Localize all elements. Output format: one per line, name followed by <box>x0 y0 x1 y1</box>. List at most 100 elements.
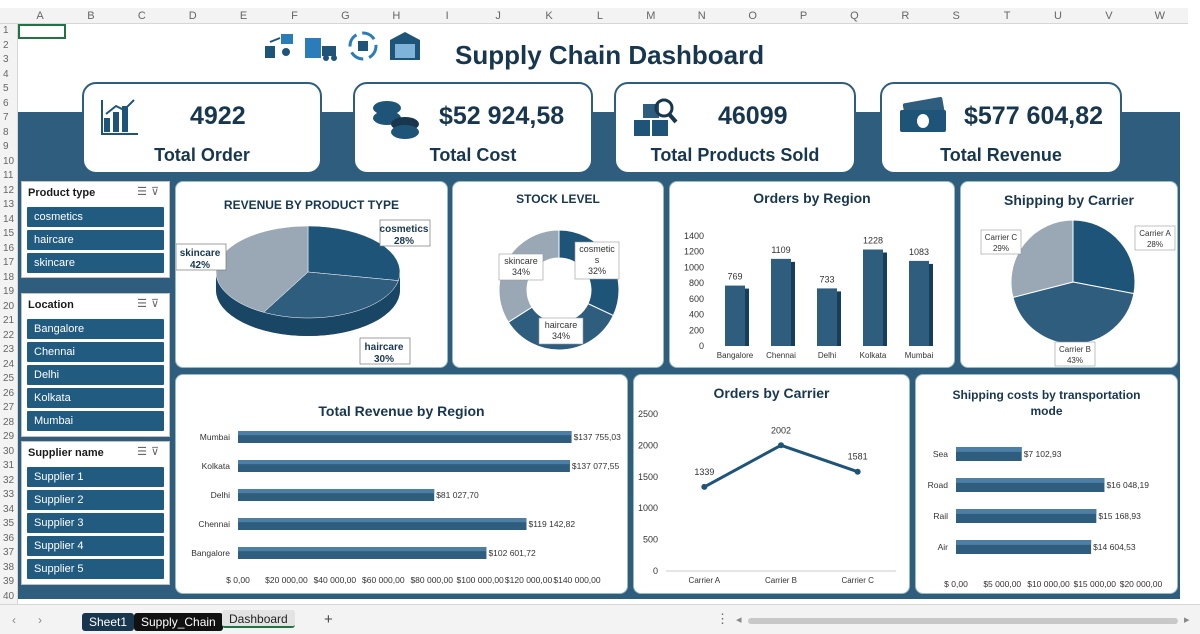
slicer-supplier-name[interactable]: Supplier name ☰⊽ Supplier 1 Supplier 2 Suppl… <box>21 441 170 585</box>
bar-Delhi[interactable] <box>817 288 837 346</box>
row-number[interactable]: 6 <box>3 97 9 109</box>
row-number[interactable]: 33 <box>3 489 15 500</box>
pie-slice-Carrier C[interactable] <box>1010 219 1074 299</box>
row-number[interactable]: 37 <box>3 547 15 558</box>
row-number[interactable]: 2 <box>3 39 9 51</box>
row-number[interactable]: 12 <box>3 184 15 196</box>
row-number[interactable]: 15 <box>3 228 15 239</box>
column-letter[interactable]: I <box>445 10 449 22</box>
row-number[interactable]: 28 <box>3 416 15 428</box>
column-letter[interactable]: L <box>596 10 603 22</box>
row-number[interactable]: 17 <box>3 257 15 268</box>
horizontal-scrollbar[interactable] <box>748 618 1178 624</box>
bar-Kolkata[interactable] <box>863 249 883 346</box>
line-series[interactable] <box>703 443 859 489</box>
multi-select-icon[interactable]: ☰ <box>137 298 151 310</box>
row-number[interactable]: 19 <box>3 286 15 297</box>
row-number[interactable]: 13 <box>3 199 15 210</box>
column-letter[interactable]: J <box>495 10 501 22</box>
row-number[interactable]: 5 <box>3 83 9 94</box>
column-letter[interactable]: E <box>239 10 248 22</box>
row-number[interactable]: 27 <box>3 402 15 413</box>
row-number[interactable]: 4 <box>3 68 9 80</box>
row-number[interactable]: 23 <box>3 344 15 355</box>
column-letter[interactable]: V <box>1105 10 1113 22</box>
slicer-product-type[interactable]: Product type ☰⊽ cosmetics haircare skincare <box>21 181 170 278</box>
row-number[interactable]: 10 <box>3 155 15 167</box>
row-number[interactable]: 20 <box>3 300 15 312</box>
row-number[interactable]: 35 <box>3 518 15 529</box>
slicer-item[interactable]: Supplier 1 <box>27 467 164 487</box>
column-letter[interactable]: S <box>952 10 960 22</box>
column-letter[interactable]: O <box>748 10 757 22</box>
selected-cell[interactable] <box>18 24 66 39</box>
slicer-item[interactable]: Supplier 2 <box>27 490 164 510</box>
more-options-icon[interactable]: ⋮ <box>716 611 729 626</box>
row-number[interactable]: 31 <box>3 460 15 471</box>
slicer-item[interactable]: Supplier 5 <box>27 559 164 579</box>
column-letter[interactable]: N <box>697 10 706 22</box>
slicer-item[interactable]: Supplier 4 <box>27 536 164 556</box>
multi-select-icon[interactable]: ☰ <box>137 186 151 198</box>
hscroll-right-icon[interactable]: ▸ <box>1184 614 1190 626</box>
tab-supply-chain[interactable]: Supply_Chain <box>134 613 223 631</box>
chart-orders-by-carrier[interactable]: Orders by Carrier 0 500 1000 1500 2000 2500 13… <box>633 374 910 594</box>
row-number[interactable]: 3 <box>3 54 9 65</box>
row-number[interactable]: 36 <box>3 532 15 544</box>
column-letter[interactable]: K <box>545 10 553 22</box>
line-point-Carrier C[interactable] <box>854 468 861 475</box>
chart-shipping-costs-by-mode[interactable]: Shipping costs by transportation mode Sea… <box>915 374 1178 594</box>
pie-slice-haircare[interactable] <box>263 271 399 319</box>
clear-filter-icon[interactable]: ⊽ <box>150 186 163 198</box>
column-letter[interactable]: P <box>799 10 808 22</box>
row-number[interactable]: 1 <box>3 25 9 36</box>
row-number[interactable]: 26 <box>3 387 15 399</box>
row-number[interactable]: 32 <box>3 474 15 486</box>
tab-sheet1[interactable]: Sheet1 <box>82 613 135 631</box>
slicer-item[interactable]: Delhi <box>27 365 164 385</box>
column-letter[interactable]: H <box>392 10 401 22</box>
pie-slice-Carrier A[interactable] <box>1072 219 1136 295</box>
row-number[interactable]: 18 <box>3 271 15 283</box>
row-number[interactable]: 8 <box>3 126 9 138</box>
slicer-location[interactable]: Location ☰⊽ Bangalore Chennai Delhi Kolkata Mu… <box>21 293 170 437</box>
clear-filter-icon[interactable]: ⊽ <box>150 446 163 458</box>
row-number[interactable]: 29 <box>3 431 15 442</box>
chart-orders-by-region[interactable]: Orders by Region 0 200 400 600 800 1000 1200 14… <box>669 181 955 368</box>
row-number[interactable]: 7 <box>3 112 9 123</box>
column-letter[interactable]: M <box>646 10 656 22</box>
tab-scroll-right-icon[interactable]: › <box>38 613 42 627</box>
chart-stock-level[interactable]: STOCK LEVEL cosmetic s 32% haircare 34% skinc… <box>452 181 664 368</box>
row-number[interactable]: 39 <box>3 576 15 587</box>
tab-scroll-left-icon[interactable]: ‹ <box>12 613 16 627</box>
multi-select-icon[interactable]: ☰ <box>137 446 151 458</box>
chart-shipping-by-carrier[interactable]: Shipping by Carrier Carrier A 28% Carrier … <box>960 181 1178 368</box>
column-letter[interactable]: Q <box>850 10 859 22</box>
add-sheet-button[interactable]: + <box>324 611 333 628</box>
line-point-Carrier A[interactable] <box>701 483 708 490</box>
tab-dashboard[interactable]: Dashboard <box>222 610 295 628</box>
row-number[interactable]: 9 <box>3 141 9 152</box>
column-letter[interactable]: D <box>188 10 197 22</box>
pie-slice-cosmetics[interactable] <box>307 225 401 281</box>
row-number[interactable]: 24 <box>3 358 15 370</box>
row-number[interactable]: 38 <box>3 561 15 573</box>
slicer-item[interactable]: Mumbai <box>27 411 164 431</box>
slicer-item[interactable]: Supplier 3 <box>27 513 164 533</box>
row-number[interactable]: 21 <box>3 315 15 326</box>
slicer-item[interactable]: Kolkata <box>27 388 164 408</box>
slicer-item[interactable]: Bangalore <box>27 319 164 339</box>
chart-total-revenue-by-region[interactable]: Total Revenue by Region Mumbai $137 755,0… <box>175 374 628 594</box>
column-letter[interactable]: G <box>341 10 350 22</box>
column-letter[interactable]: A <box>36 10 44 22</box>
bar-Mumbai[interactable] <box>909 260 929 346</box>
column-letter[interactable]: C <box>137 10 146 22</box>
slicer-item[interactable]: cosmetics <box>27 207 164 227</box>
hscroll-left-icon[interactable]: ◂ <box>736 614 742 626</box>
bar-Bangalore[interactable] <box>725 285 745 346</box>
slicer-item[interactable]: haircare <box>27 230 164 250</box>
row-number[interactable]: 14 <box>3 213 15 225</box>
row-number[interactable]: 25 <box>3 373 15 384</box>
row-number[interactable]: 30 <box>3 445 15 457</box>
row-number[interactable]: 40 <box>3 590 15 602</box>
